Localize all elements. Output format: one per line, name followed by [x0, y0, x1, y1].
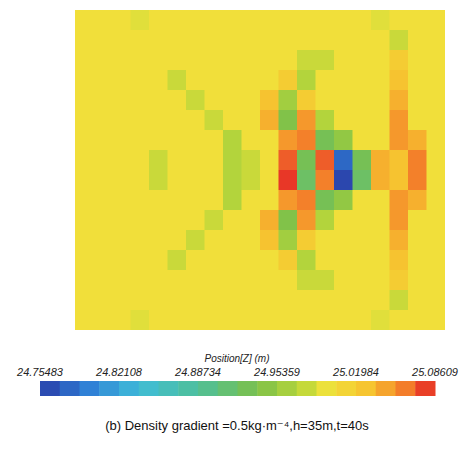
svg-text:25.08609: 25.08609	[411, 366, 458, 378]
svg-text:24.75483: 24.75483	[16, 366, 64, 378]
html-text:(b) Density gradient =0.5kg·m⁻: (b) Density gradient =0.5kg·m⁻⁴,h=35m,t=…	[105, 418, 369, 433]
svg-text:24.95359: 24.95359	[253, 366, 300, 378]
svg-text:24.88734: 24.88734	[174, 366, 221, 378]
svg-text:Position[Z] (m): Position[Z] (m)	[204, 353, 269, 364]
svg-text:25.01984: 25.01984	[332, 366, 379, 378]
svg-text:24.82108: 24.82108	[95, 366, 143, 378]
